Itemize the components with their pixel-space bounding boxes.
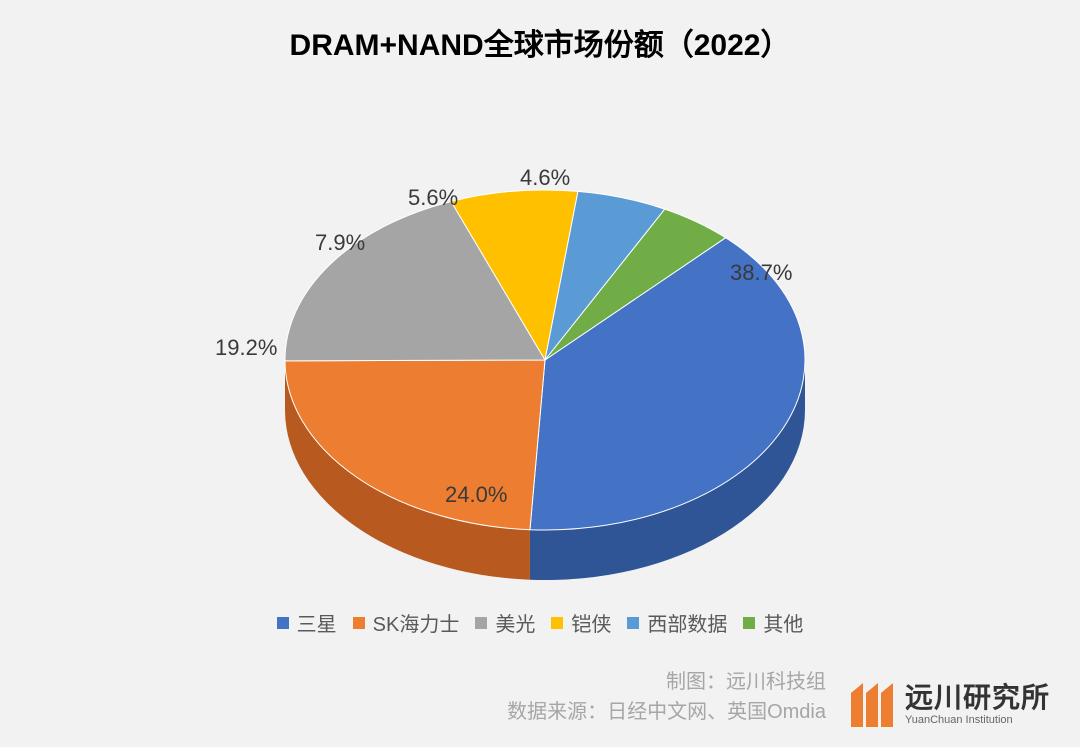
legend: 三星 SK海力士 美光 铠侠 西部数据 其他 [0, 608, 1080, 637]
slice-value-label: 5.6% [408, 185, 458, 211]
chart-title: DRAM+NAND全球市场份额（2022） [0, 0, 1080, 64]
slice-value-label: 38.7% [730, 260, 792, 286]
legend-item: SK海力士 [353, 608, 460, 637]
legend-item: 铠侠 [551, 608, 611, 637]
legend-swatch [551, 617, 563, 629]
legend-swatch [627, 617, 639, 629]
logo-text-cn: 远川研究所 [905, 684, 1050, 712]
legend-swatch [277, 617, 289, 629]
legend-item: 西部数据 [627, 608, 727, 637]
legend-swatch [353, 617, 365, 629]
legend-label: 铠侠 [571, 608, 611, 637]
logo: 远川研究所 YuanChuan Institution [851, 683, 1050, 727]
slice-value-label: 4.6% [520, 165, 570, 191]
pie-chart: 38.7% 24.0% 19.2% 7.9% 5.6% 4.6% [0, 60, 1080, 600]
legend-item: 其他 [743, 608, 803, 637]
legend-label: SK海力士 [373, 608, 460, 637]
slice-value-label: 24.0% [445, 482, 507, 508]
footer: 制图：远川科技组 数据来源：日经中文网、英国Omdia 远川研究所 YuanCh… [0, 667, 1080, 727]
logo-bars-icon [851, 683, 895, 727]
legend-label: 西部数据 [647, 608, 727, 637]
legend-item: 美光 [475, 608, 535, 637]
logo-text-en: YuanChuan Institution [905, 715, 1050, 726]
slice-value-label: 19.2% [215, 335, 277, 361]
legend-label: 其他 [763, 608, 803, 637]
legend-item: 三星 [277, 608, 337, 637]
legend-label: 美光 [495, 608, 535, 637]
slice-value-label: 7.9% [315, 230, 365, 256]
credit-maker: 制图：远川科技组 [507, 667, 826, 697]
legend-label: 三星 [297, 608, 337, 637]
legend-swatch [743, 617, 755, 629]
credits: 制图：远川科技组 数据来源：日经中文网、英国Omdia [507, 667, 826, 727]
legend-swatch [475, 617, 487, 629]
credit-source: 数据来源：日经中文网、英国Omdia [507, 697, 826, 727]
